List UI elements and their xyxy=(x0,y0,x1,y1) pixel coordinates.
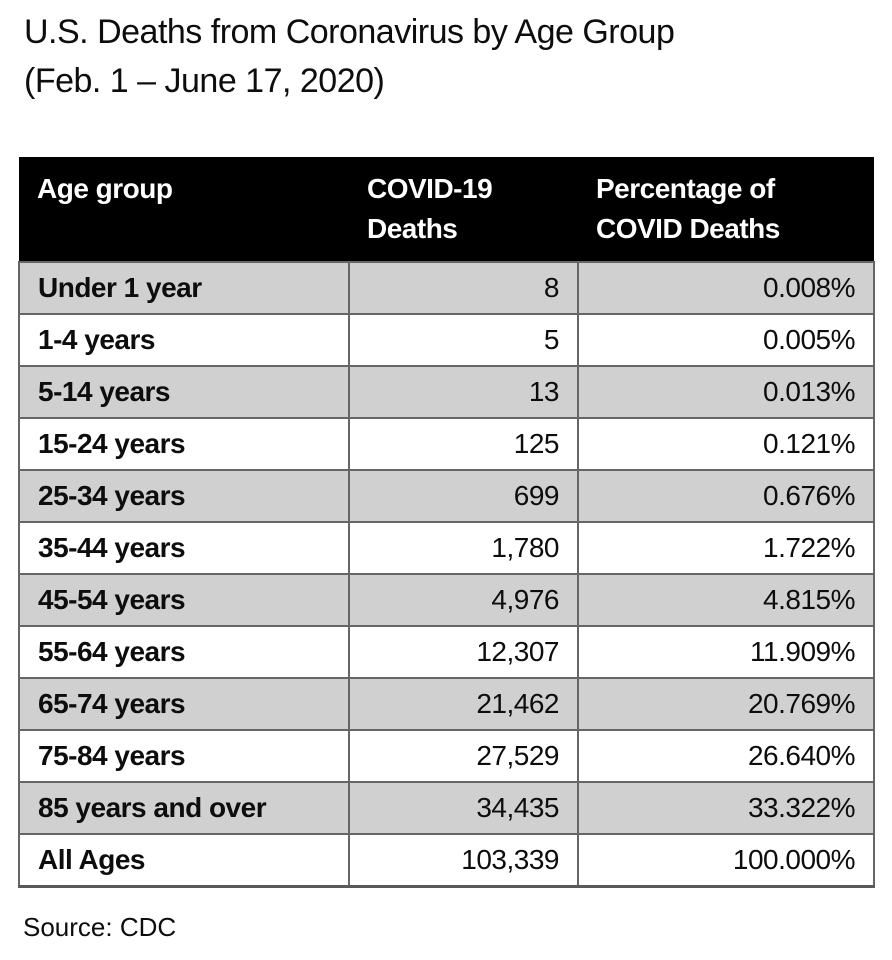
table-row: 45-54 years 4,976 4.815% xyxy=(18,573,875,627)
deaths-cell: 21,462 xyxy=(348,677,579,731)
age-group-cell: 5-14 years xyxy=(18,365,350,419)
table-row: All Ages 103,339 100.000% xyxy=(18,833,875,887)
age-group-cell: 85 years and over xyxy=(18,781,350,835)
age-group-cell: 1-4 years xyxy=(18,313,350,367)
age-group-cell: 75-84 years xyxy=(18,729,350,783)
table-row: 65-74 years 21,462 20.769% xyxy=(18,677,875,731)
percentage-cell: 0.676% xyxy=(577,469,875,523)
percentage-cell: 0.008% xyxy=(577,261,875,315)
table-row: 75-84 years 27,529 26.640% xyxy=(18,729,875,783)
deaths-cell: 699 xyxy=(348,469,579,523)
deaths-cell: 4,976 xyxy=(348,573,579,627)
chart-title-line1: U.S. Deaths from Coronavirus by Age Grou… xyxy=(24,13,675,51)
percentage-cell: 33.322% xyxy=(577,781,875,835)
deaths-by-age-table: Age group COVID-19 Deaths Percentage of … xyxy=(18,157,875,888)
table-row: 35-44 years 1,780 1.722% xyxy=(18,521,875,575)
table-header-row: Age group COVID-19 Deaths Percentage of … xyxy=(19,157,874,262)
deaths-cell: 1,780 xyxy=(348,521,579,575)
age-group-cell: 35-44 years xyxy=(18,521,350,575)
chart-title: U.S. Deaths from Coronavirus by Age Grou… xyxy=(24,8,675,106)
percentage-cell: 4.815% xyxy=(577,573,875,627)
deaths-cell: 103,339 xyxy=(348,833,579,887)
table-row: 85 years and over 34,435 33.322% xyxy=(18,781,875,835)
age-group-cell: 65-74 years xyxy=(18,677,350,731)
table-row: Under 1 year 8 0.008% xyxy=(18,261,875,315)
table-row: 55-64 years 12,307 11.909% xyxy=(18,625,875,679)
deaths-cell: 8 xyxy=(348,261,579,315)
deaths-cell: 13 xyxy=(348,365,579,419)
age-group-cell: Under 1 year xyxy=(18,261,350,315)
age-group-cell: 15-24 years xyxy=(18,417,350,471)
table-row: 15-24 years 125 0.121% xyxy=(18,417,875,471)
table-row: 5-14 years 13 0.013% xyxy=(18,365,875,419)
percentage-cell: 20.769% xyxy=(577,677,875,731)
percentage-cell: 26.640% xyxy=(577,729,875,783)
percentage-cell: 0.121% xyxy=(577,417,875,471)
age-group-cell: All Ages xyxy=(18,833,350,887)
header-covid-deaths: COVID-19 Deaths xyxy=(349,157,578,262)
percentage-cell: 0.013% xyxy=(577,365,875,419)
percentage-cell: 11.909% xyxy=(577,625,875,679)
percentage-cell: 1.722% xyxy=(577,521,875,575)
age-group-cell: 45-54 years xyxy=(18,573,350,627)
table-row: 1-4 years 5 0.005% xyxy=(18,313,875,367)
deaths-cell: 5 xyxy=(348,313,579,367)
deaths-cell: 12,307 xyxy=(348,625,579,679)
header-percentage: Percentage of COVID Deaths xyxy=(578,157,874,262)
deaths-cell: 34,435 xyxy=(348,781,579,835)
chart-title-line2: (Feb. 1 – June 17, 2020) xyxy=(24,62,385,100)
table-row: 25-34 years 699 0.676% xyxy=(18,469,875,523)
age-group-cell: 25-34 years xyxy=(18,469,350,523)
deaths-cell: 125 xyxy=(348,417,579,471)
header-age-group: Age group xyxy=(19,157,349,262)
percentage-cell: 100.000% xyxy=(577,833,875,887)
percentage-cell: 0.005% xyxy=(577,313,875,367)
source-attribution: Source: CDC xyxy=(23,912,177,942)
age-group-cell: 55-64 years xyxy=(18,625,350,679)
deaths-cell: 27,529 xyxy=(348,729,579,783)
